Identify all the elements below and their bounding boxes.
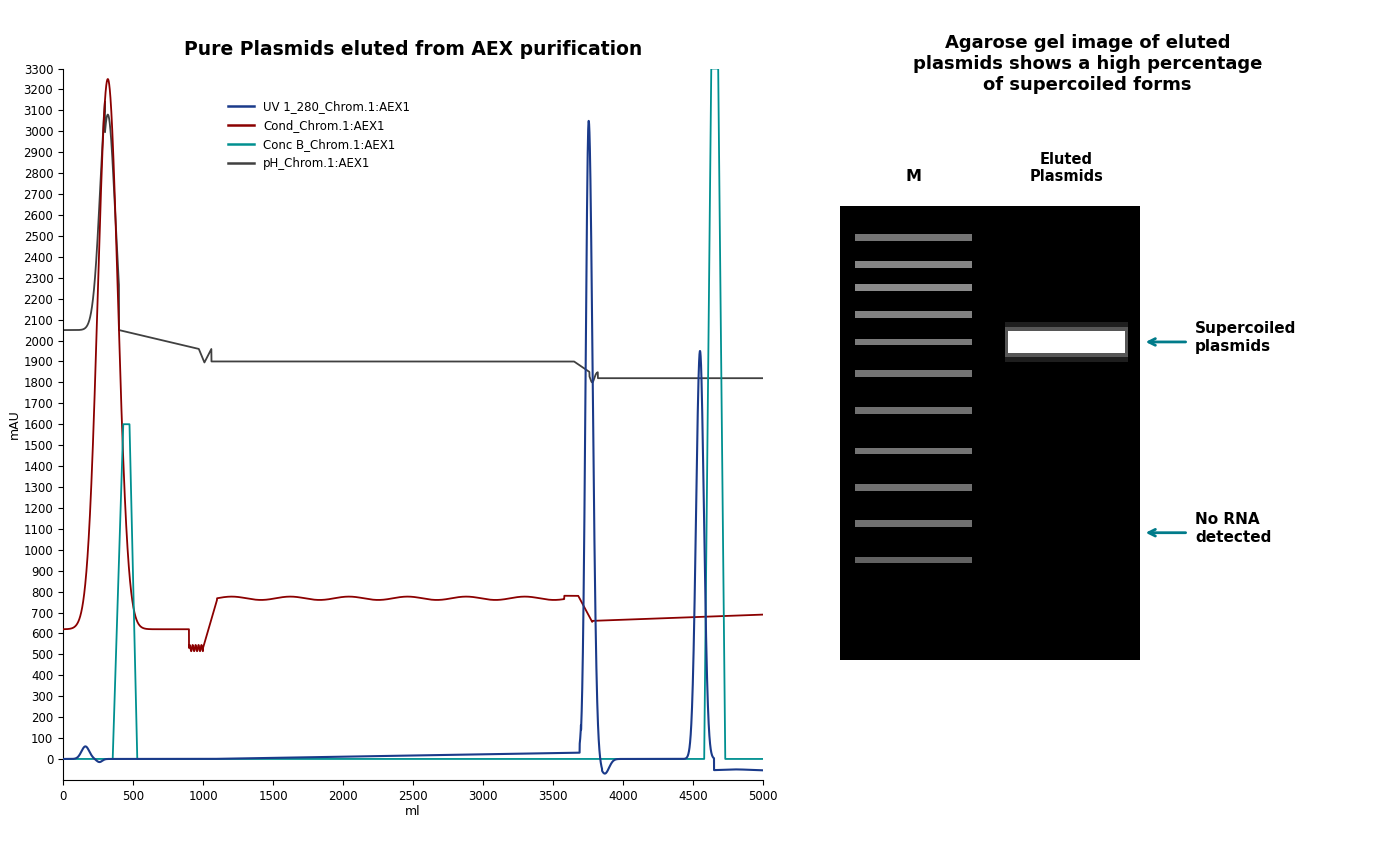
Legend: UV 1_280_Chrom.1:AEX1, Cond_Chrom.1:AEX1, Conc B_Chrom.1:AEX1, pH_Chrom.1:AEX1: UV 1_280_Chrom.1:AEX1, Cond_Chrom.1:AEX1…	[223, 96, 414, 175]
Bar	[855, 556, 972, 563]
Title: Pure Plasmids eluted from AEX purification: Pure Plasmids eluted from AEX purificati…	[183, 39, 643, 58]
Text: Eluted
Plasmids: Eluted Plasmids	[1029, 152, 1103, 184]
Bar	[840, 206, 1140, 660]
Bar	[1005, 327, 1128, 357]
Bar	[855, 407, 972, 413]
Bar	[855, 311, 972, 318]
Text: Agarose gel image of eluted
plasmids shows a high percentage
of supercoiled form: Agarose gel image of eluted plasmids sho…	[913, 34, 1263, 94]
Text: Supercoiled
plasmids: Supercoiled plasmids	[1196, 321, 1296, 354]
Y-axis label: mAU: mAU	[8, 410, 21, 439]
Bar	[1005, 322, 1128, 362]
X-axis label: ml: ml	[405, 806, 421, 818]
Bar	[855, 484, 972, 491]
Bar	[855, 234, 972, 241]
Bar	[855, 520, 972, 527]
Bar	[1008, 331, 1124, 353]
Text: M: M	[906, 169, 921, 184]
Bar	[855, 447, 972, 454]
Bar	[855, 284, 972, 291]
Bar	[855, 370, 972, 377]
Bar	[855, 339, 972, 345]
Bar	[855, 261, 972, 268]
Text: No RNA
detected: No RNA detected	[1196, 512, 1271, 545]
